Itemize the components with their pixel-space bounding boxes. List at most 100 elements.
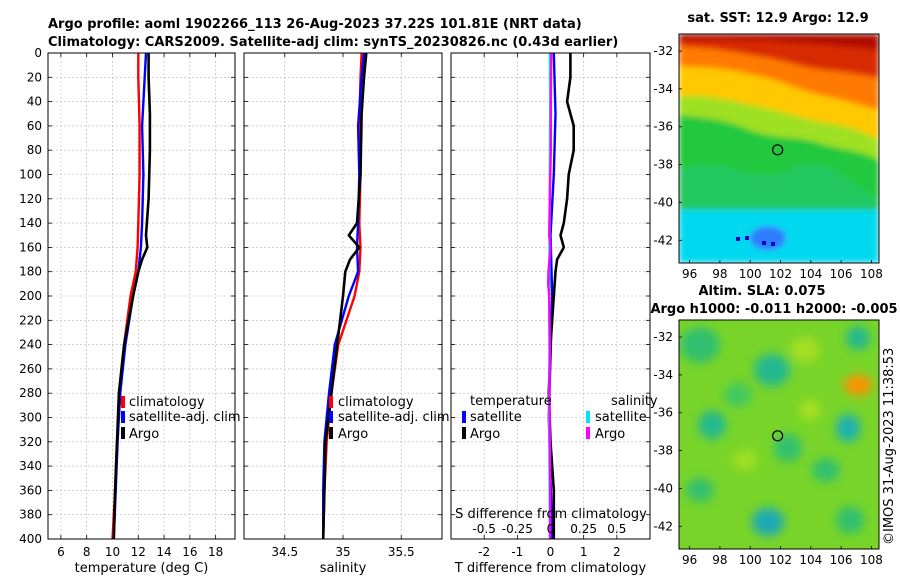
x-tick-label: 8 (83, 545, 91, 559)
map-x-tick-label: 106 (830, 267, 853, 281)
y-tick-label: 320 (19, 435, 42, 449)
map-y-tick-label: -34 (653, 368, 673, 382)
x-tick-label: 10 (105, 545, 120, 559)
s-difference-axis-label: S difference from climatology (455, 507, 647, 522)
plot-frame (450, 52, 651, 540)
map-y-tick-label: -42 (653, 233, 673, 247)
legend-label-satellite: satellite-adj. clim (338, 410, 450, 425)
sla-map-title-1: Altim. SLA: 0.075 (699, 284, 826, 299)
s-tick-label: -0.25 (502, 522, 533, 536)
legend-swatch-satellite (121, 411, 125, 423)
x-axis-label: salinity (320, 561, 367, 576)
map-x-tick-label: 108 (860, 553, 883, 567)
legend-swatch-t-argo (462, 427, 466, 439)
x-tick-label: 6 (57, 545, 65, 559)
legend-label-t-satellite: satellite (470, 410, 522, 425)
legend-swatch-satellite (329, 411, 333, 423)
y-tick-label: 280 (19, 386, 42, 400)
series-line-argo (112, 53, 152, 540)
legend-title-salinity: salinity (611, 394, 658, 409)
sst-map-axes: 96 98 100 102 104 106 108 -32 -34 -36 -38 -40 -42 (653, 44, 882, 281)
map-x-tick-label: 102 (769, 267, 792, 281)
plot-frame (243, 52, 443, 540)
legend-title-temperature: temperature (470, 394, 552, 409)
map-x-tick-label: 106 (830, 553, 853, 567)
legend-label-climatology: climatology (338, 395, 414, 410)
map-y-tick-label: -42 (653, 519, 673, 533)
title-line-1: Argo profile: aoml 1902266_113 26-Aug-20… (48, 17, 582, 32)
legend-label-argo: Argo (129, 427, 159, 442)
title-line-2: Climatology: CARS2009. Satellite-adj cli… (48, 35, 618, 50)
y-tick-label: 220 (19, 313, 42, 327)
map-x-tick-label: 96 (682, 267, 697, 281)
y-tick-label: 340 (19, 459, 42, 473)
salinity-panel: 34.5 35 35.5 salinity (243, 52, 443, 576)
map-y-tick-label: -40 (653, 195, 673, 209)
plot-frame (47, 52, 236, 540)
y-tick-label: 360 (19, 483, 42, 497)
map-x-tick-label: 100 (739, 267, 762, 281)
x-axis-label: temperature (deg C) (75, 561, 209, 576)
sst-map-frame (678, 33, 880, 264)
map-x-tick-label: 102 (769, 553, 792, 567)
x-tick-label: 16 (182, 545, 197, 559)
map-x-tick-label: 100 (739, 553, 762, 567)
map-y-tick-label: -38 (653, 444, 673, 458)
sla-map-axes: 96 98 100 102 104 106 108 -32 -34 -36 -38 -40 -42 (653, 330, 882, 567)
y-tick-label: 300 (19, 411, 42, 425)
footer-timestamp: ©IMOS 31-Aug-2023 11:38:53 (882, 348, 897, 545)
sst-argo-marker (772, 144, 784, 156)
map-x-tick-label: 104 (799, 267, 822, 281)
s-tick-label: 0.25 (570, 522, 597, 536)
legend-label-satellite: satellite-adj. clim (129, 410, 241, 425)
s-tick-label: -0.5 (472, 522, 495, 536)
y-tick-label: 400 (19, 532, 42, 546)
x-tick-label: 2 (613, 545, 621, 559)
series-line-argo (321, 52, 368, 540)
map-y-tick-label: -32 (653, 44, 673, 58)
x-tick-label: 1 (580, 545, 588, 559)
sla-argo-marker (772, 430, 784, 442)
difference-panel: -2 -1 0 1 2 T difference from climatology (450, 52, 651, 576)
legend-label-argo: Argo (338, 427, 368, 442)
y-tick-label: 80 (27, 143, 42, 157)
x-tick-label: 0 (547, 545, 555, 559)
map-y-tick-label: -38 (653, 158, 673, 172)
legend-swatch-climatology (121, 396, 125, 408)
map-x-tick-label: 98 (712, 267, 727, 281)
map-x-tick-label: 108 (860, 267, 883, 281)
legend-swatch-s-argo (586, 427, 590, 439)
y-tick-label: 140 (19, 216, 42, 230)
y-tick-label: 180 (19, 265, 42, 279)
sla-map-title-2: Argo h1000: -0.011 h2000: -0.005 (650, 302, 897, 317)
legend-swatch-argo (329, 427, 333, 439)
map-y-tick-label: -36 (653, 406, 673, 420)
difference-legend: temperature salinity satellite Argo sate… (462, 394, 658, 442)
y-tick-label: 240 (19, 338, 42, 352)
map-x-tick-label: 96 (682, 553, 697, 567)
map-y-tick-label: -36 (653, 120, 673, 134)
legend-swatch-s-satellite (586, 411, 590, 423)
map-y-tick-label: -34 (653, 82, 673, 96)
temperature-panel: 0 20 40 60 80 100 120 140 160 180 200 220 240 260 280 3… (19, 46, 236, 576)
legend-swatch-t-satellite (462, 411, 466, 423)
s-tick-label: 0.5 (607, 522, 626, 536)
map-y-tick-label: -40 (653, 481, 673, 495)
sst-map-image (679, 34, 879, 263)
map-y-tick-label: -32 (653, 330, 673, 344)
y-tick-label: 0 (34, 46, 42, 60)
x-tick-label: -1 (511, 545, 523, 559)
x-tick-label: 14 (156, 545, 171, 559)
sla-map-image (679, 320, 879, 549)
legend-label-t-argo: Argo (470, 427, 500, 442)
sla-map-frame (678, 319, 880, 550)
y-tick-label: 40 (27, 95, 42, 109)
legend-swatch-argo (121, 427, 125, 439)
legend-label-climatology: climatology (129, 395, 205, 410)
legend-swatch-climatology (329, 396, 333, 408)
x-tick-label: 35 (335, 545, 350, 559)
x-tick-label: 18 (208, 545, 223, 559)
x-tick-label: 35.5 (388, 545, 415, 559)
x-axis-label: T difference from climatology (454, 561, 647, 576)
